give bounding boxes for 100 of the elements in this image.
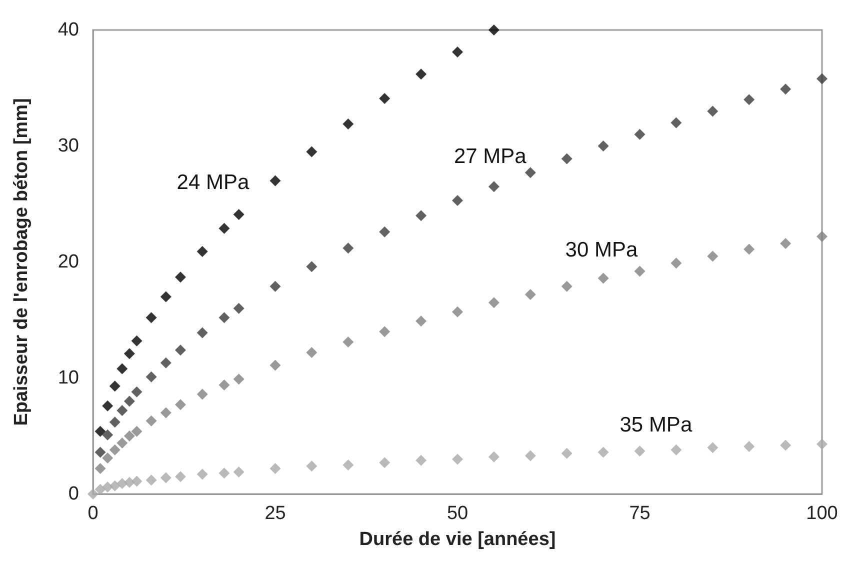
point — [270, 462, 281, 474]
point — [342, 336, 354, 348]
point — [102, 429, 114, 440]
point — [174, 344, 186, 356]
point — [744, 244, 755, 255]
point — [707, 106, 718, 117]
point — [634, 446, 646, 457]
point — [218, 222, 230, 234]
point — [524, 288, 536, 300]
point — [744, 440, 755, 452]
point — [174, 272, 186, 283]
point — [131, 335, 142, 346]
point — [124, 396, 135, 407]
point — [780, 84, 792, 95]
point — [218, 468, 230, 479]
point — [416, 210, 427, 222]
point — [146, 474, 157, 486]
point — [488, 451, 500, 462]
point — [196, 468, 208, 480]
point — [94, 484, 106, 495]
point — [94, 426, 106, 437]
point — [452, 195, 463, 206]
point — [342, 242, 354, 254]
point — [102, 400, 114, 412]
point — [218, 312, 230, 324]
point — [780, 238, 792, 249]
point — [379, 92, 390, 104]
point — [94, 462, 106, 474]
point — [306, 146, 318, 158]
point — [524, 450, 536, 462]
point — [174, 399, 186, 410]
point — [561, 448, 572, 459]
series-label: 27 MPa — [454, 145, 527, 168]
point — [452, 454, 463, 465]
point — [416, 68, 427, 80]
point — [233, 374, 244, 385]
point — [488, 24, 500, 36]
point — [116, 363, 128, 374]
x-tick-label: 75 — [629, 503, 650, 524]
point — [270, 280, 281, 292]
point — [196, 327, 208, 338]
point — [670, 117, 682, 128]
point — [160, 291, 172, 302]
point — [598, 272, 609, 284]
point — [342, 118, 354, 130]
x-tick-label: 0 — [88, 503, 98, 524]
series-label: 30 MPa — [565, 238, 638, 262]
point — [452, 306, 463, 318]
point — [634, 128, 646, 140]
point — [744, 94, 755, 106]
point — [561, 153, 572, 164]
point — [116, 404, 128, 416]
point — [816, 230, 828, 242]
point — [131, 426, 142, 437]
point — [160, 407, 172, 418]
point — [561, 280, 572, 292]
point — [780, 440, 792, 451]
point — [598, 446, 609, 458]
point — [379, 457, 390, 468]
y-tick-label: 30 — [58, 136, 79, 156]
point — [306, 346, 318, 358]
point — [94, 446, 106, 458]
point — [524, 167, 536, 178]
point — [306, 261, 318, 272]
point — [379, 326, 390, 338]
point — [233, 466, 244, 478]
point — [270, 360, 281, 371]
point — [196, 388, 208, 400]
point — [124, 476, 135, 488]
point — [816, 73, 828, 84]
point — [488, 297, 500, 308]
point — [233, 302, 244, 314]
x-tick-label: 100 — [806, 503, 838, 524]
point — [196, 246, 208, 258]
point — [109, 416, 120, 428]
y-tick-label: 0 — [68, 484, 79, 504]
point — [160, 357, 172, 368]
point — [146, 371, 157, 382]
x-tick-label: 25 — [264, 503, 286, 524]
point — [379, 226, 390, 238]
point — [109, 444, 120, 456]
point — [131, 476, 142, 487]
point — [670, 258, 682, 269]
point — [88, 488, 98, 500]
y-axis-title: Epaisseur de l'enrobage béton [mm] — [11, 98, 32, 426]
point — [109, 380, 120, 392]
point — [124, 430, 135, 442]
point — [306, 460, 318, 472]
point — [416, 316, 427, 327]
point — [131, 386, 142, 398]
y-tick-label: 40 — [58, 20, 79, 40]
point — [124, 348, 135, 360]
y-tick-label: 20 — [58, 252, 79, 272]
point — [116, 437, 128, 448]
point — [452, 46, 463, 58]
point — [488, 181, 500, 192]
point — [146, 415, 157, 426]
x-axis-title: Durée de vie [années] — [359, 529, 556, 550]
point — [342, 460, 354, 470]
point — [109, 480, 120, 492]
